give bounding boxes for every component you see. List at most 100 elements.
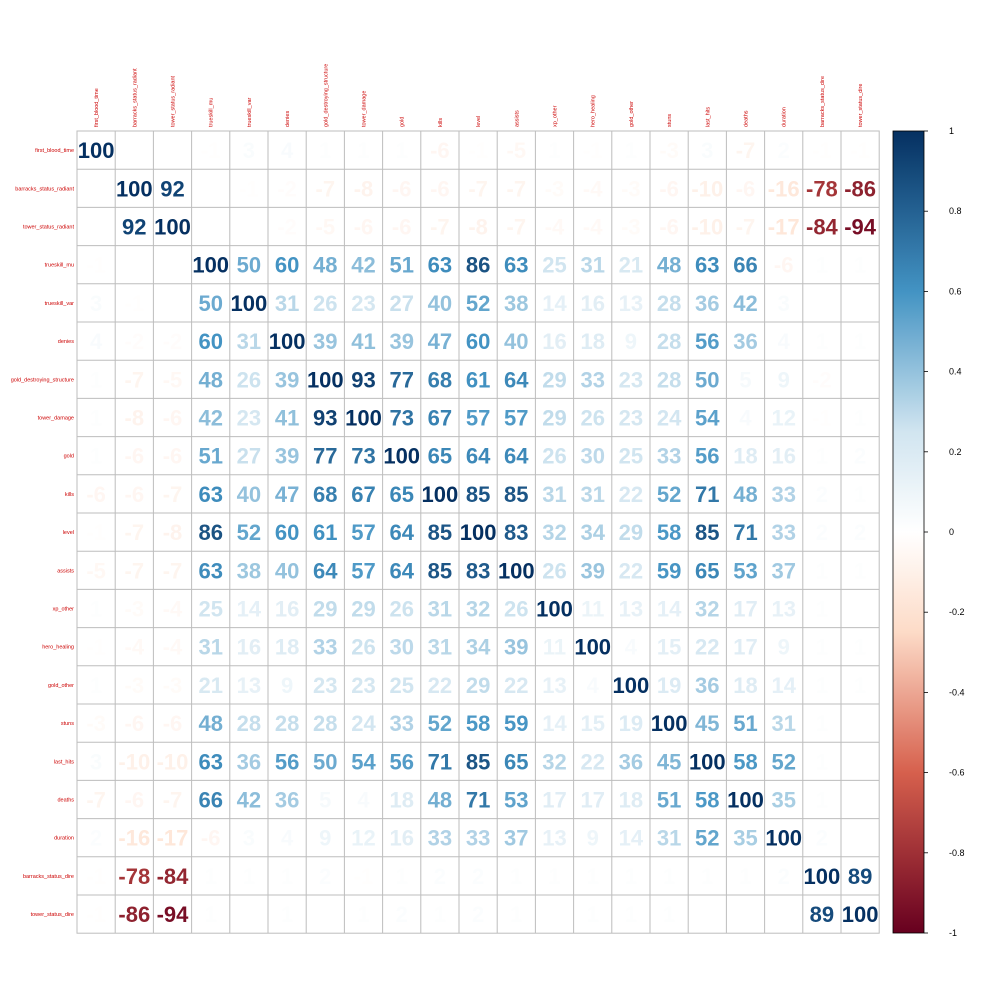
cell-value: 2 — [778, 138, 790, 163]
cell-value: 14 — [771, 673, 796, 698]
cell-value: 40 — [504, 329, 528, 354]
cell-value: -16 — [768, 176, 800, 201]
cell-value: -6 — [201, 826, 221, 851]
cell-value: 26 — [351, 635, 375, 660]
cell-value: 100 — [345, 406, 382, 431]
cell-value: 38 — [237, 558, 261, 583]
cell-value: 65 — [428, 444, 452, 469]
cell-value: 1 — [90, 444, 102, 469]
cell-value: 54 — [695, 406, 720, 431]
cell-value: 0 — [548, 902, 560, 927]
cell-value: 16 — [542, 329, 566, 354]
cell-value: 5 — [739, 367, 751, 392]
cell-value: 71 — [466, 788, 490, 813]
cell-value: 4 — [90, 329, 103, 354]
cell-value: 53 — [504, 788, 528, 813]
cell-value: 50 — [695, 367, 719, 392]
cell-value: 60 — [275, 520, 299, 545]
cell-value: 60 — [466, 329, 490, 354]
cell-value: 66 — [733, 253, 757, 278]
cell-value: 59 — [657, 558, 681, 583]
cell-value: 9 — [778, 635, 790, 660]
cell-value: 100 — [231, 291, 268, 316]
column-label: level — [476, 116, 482, 127]
cell-value: 64 — [389, 520, 414, 545]
cell-value: 1 — [281, 864, 293, 889]
cell-value: -8 — [354, 176, 374, 201]
cell-value: -6 — [163, 406, 183, 431]
cell-value: 100 — [727, 788, 764, 813]
cell-value: 15 — [657, 635, 681, 660]
cell-value: 52 — [657, 482, 681, 507]
cell-value: 67 — [351, 482, 375, 507]
cell-value: 33 — [389, 711, 413, 736]
column-label: gold_destroying_structure — [323, 64, 329, 127]
cell-value: 61 — [466, 367, 490, 392]
cell-value: 59 — [504, 711, 528, 736]
cell-value: 32 — [695, 597, 719, 622]
cell-value: 100 — [842, 902, 879, 927]
cell-value: 1 — [281, 902, 293, 927]
cell-value: -2 — [163, 329, 183, 354]
cell-value: 26 — [504, 597, 528, 622]
cell-value: 2 — [854, 444, 866, 469]
cell-value: 89 — [810, 902, 834, 927]
cell-value: 16 — [237, 635, 261, 660]
colorbar-tick-label: -0.4 — [949, 687, 965, 697]
cell-value: 23 — [313, 673, 337, 698]
cell-value: -8 — [468, 215, 488, 240]
cell-value: 1 — [205, 864, 217, 889]
cell-value: 16 — [580, 291, 604, 316]
cell-value: 100 — [765, 826, 802, 851]
cell-value: 61 — [313, 520, 337, 545]
cell-value: 31 — [275, 291, 299, 316]
cell-value: 2 — [816, 482, 828, 507]
cell-value: 40 — [428, 291, 452, 316]
row-label: tower_status_radiant — [23, 225, 75, 231]
cell-value: 29 — [619, 520, 643, 545]
cell-value: 100 — [192, 253, 229, 278]
cell-value: -6 — [163, 711, 183, 736]
cell-value: 3 — [90, 291, 102, 316]
cell-value: 56 — [695, 329, 719, 354]
cell-value: 21 — [198, 673, 222, 698]
cell-value: -86 — [118, 902, 150, 927]
cell-value: 56 — [695, 444, 719, 469]
cell-value: 0 — [319, 902, 331, 927]
cell-value: 1 — [90, 673, 102, 698]
cell-value: 33 — [580, 367, 604, 392]
cell-value: 1 — [510, 864, 522, 889]
cell-value: 77 — [313, 444, 337, 469]
cell-value: 29 — [542, 406, 566, 431]
cell-value: 33 — [466, 826, 490, 851]
cell-value: 1 — [90, 597, 102, 622]
cell-value: 1 — [663, 902, 675, 927]
cell-value: 0 — [854, 749, 866, 774]
cell-value: 29 — [466, 673, 490, 698]
cell-value: 1 — [587, 864, 599, 889]
cell-value: 0 — [205, 176, 217, 201]
cell-value: 1 — [90, 406, 102, 431]
cell-value: -6 — [659, 176, 679, 201]
cell-value: 16 — [771, 444, 795, 469]
cell-value: -8 — [125, 406, 145, 431]
cell-value: 100 — [689, 749, 726, 774]
cell-value: 0 — [854, 291, 866, 316]
cell-value: 63 — [695, 253, 719, 278]
cell-value: 0 — [854, 788, 866, 813]
cell-value: 21 — [619, 253, 643, 278]
cell-value: 0 — [816, 291, 828, 316]
cell-value: -5 — [507, 138, 527, 163]
cell-value: 36 — [733, 329, 757, 354]
cell-value: 1 — [816, 673, 828, 698]
cell-value: 4 — [778, 329, 791, 354]
cell-value: -5 — [316, 215, 336, 240]
cell-value: 71 — [733, 520, 757, 545]
column-label: xp_other — [553, 105, 559, 127]
cell-value: -7 — [163, 482, 183, 507]
cell-value: 100 — [269, 329, 306, 354]
cell-value: 22 — [428, 673, 452, 698]
cell-value: 85 — [428, 558, 452, 583]
cell-value: -7 — [125, 520, 145, 545]
cell-value: 26 — [542, 444, 566, 469]
